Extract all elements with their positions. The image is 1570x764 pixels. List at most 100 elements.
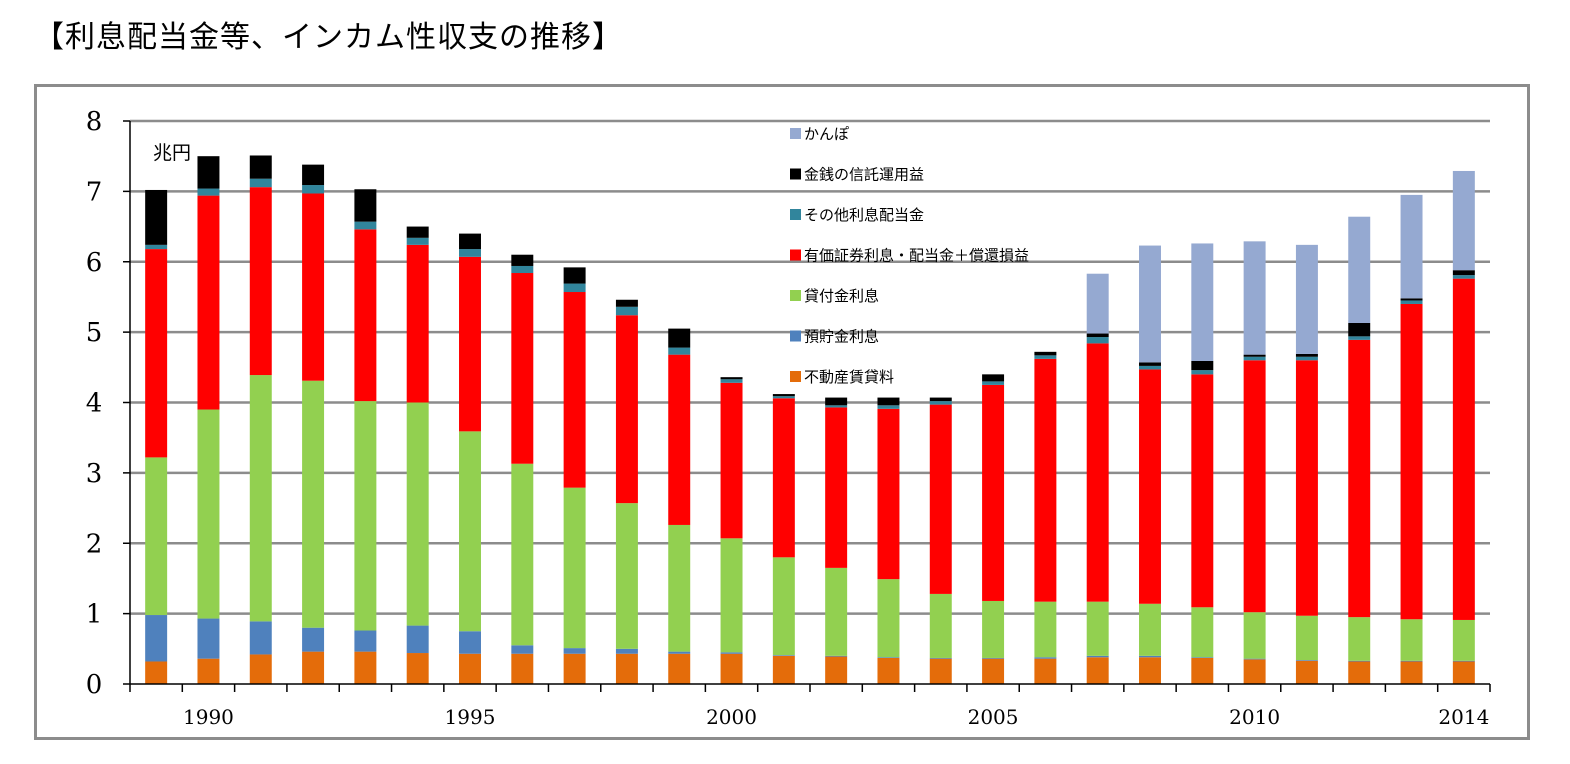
bar-segment xyxy=(406,237,429,245)
legend-label: その他利息配当金 xyxy=(804,206,924,224)
bar-segment xyxy=(1452,270,1475,276)
bar-segment xyxy=(1400,661,1423,684)
bar-segment xyxy=(982,381,1005,385)
bar-segment xyxy=(1243,360,1266,613)
bar-segment xyxy=(459,653,481,684)
legend-swatch xyxy=(790,371,801,382)
bar-segment xyxy=(459,249,481,257)
bar-segment xyxy=(1400,194,1423,299)
bar-segment xyxy=(1400,298,1423,301)
bar-segment xyxy=(1452,619,1475,661)
bar-segment xyxy=(511,653,534,684)
bar-segment xyxy=(929,401,952,405)
bar-segment xyxy=(877,579,900,658)
bar-segment xyxy=(1034,355,1057,359)
bar-segment xyxy=(354,229,377,402)
bar-segment xyxy=(145,661,168,684)
y-tick-label: 5 xyxy=(86,318,103,348)
bar-segment xyxy=(929,658,952,684)
bar-segment xyxy=(145,244,168,250)
bar-segment xyxy=(825,655,848,657)
bar-segment xyxy=(1139,245,1161,363)
bar-segment xyxy=(406,653,429,684)
bar-segment xyxy=(772,655,795,656)
bar-segment xyxy=(354,401,377,631)
bar-segment xyxy=(511,265,534,274)
bar-segment xyxy=(1243,659,1266,684)
y-tick-label: 0 xyxy=(86,670,103,700)
bar-segment xyxy=(1243,612,1266,659)
bar-segment xyxy=(406,226,429,238)
bar-segment xyxy=(668,347,691,355)
bar-segment xyxy=(825,656,848,684)
bar-segment xyxy=(772,396,795,399)
bar-segment xyxy=(720,652,743,654)
unit-label: 兆円 xyxy=(153,142,191,164)
bar-segment xyxy=(302,185,325,194)
bar-segment xyxy=(302,651,325,684)
bar-segment xyxy=(720,653,743,684)
bar-segment xyxy=(1086,333,1109,338)
legend-label: 貸付金利息 xyxy=(804,287,879,305)
bar-segment xyxy=(1086,655,1109,658)
y-tick-label: 6 xyxy=(86,248,103,278)
bar-segment xyxy=(145,249,168,458)
bar-segment xyxy=(1034,358,1057,602)
legend-layer: かんぽ金銭の信託運用益その他利息配当金有価証券利息・配当金＋償還損益貸付金利息預… xyxy=(790,125,1029,386)
bar-segment xyxy=(1139,657,1161,684)
y-tick-label: 8 xyxy=(86,107,103,137)
bar-segment xyxy=(1295,615,1318,661)
bar-segment xyxy=(1034,658,1057,684)
bar-segment xyxy=(1034,601,1057,658)
bar-segment xyxy=(563,283,586,293)
bar-segment xyxy=(511,463,534,646)
bar-segment xyxy=(825,397,848,406)
legend-swatch xyxy=(790,168,801,180)
bar-segment xyxy=(929,657,952,659)
x-tick-label: 2010 xyxy=(1229,705,1280,729)
x-tick-label: 2014 xyxy=(1438,705,1489,729)
x-tick-label: 1995 xyxy=(445,705,496,729)
bar-segment xyxy=(354,189,377,222)
bar-segment xyxy=(877,408,900,580)
bar-segment xyxy=(145,615,168,662)
y-tick-label: 4 xyxy=(86,389,103,419)
bar-segment xyxy=(615,306,638,316)
bar-segment xyxy=(982,657,1005,659)
bar-segment xyxy=(197,618,220,659)
bar-segment xyxy=(249,155,272,179)
bar-segment xyxy=(877,657,900,658)
bar-segment xyxy=(511,273,534,464)
legend-label: 預貯金利息 xyxy=(804,328,879,346)
bar-segment xyxy=(1086,657,1109,684)
bar-segment xyxy=(982,658,1005,684)
bar-segment xyxy=(1139,369,1161,604)
legend-label: 金銭の信託運用益 xyxy=(804,166,924,184)
bar-segment xyxy=(772,557,795,656)
bar-segment xyxy=(249,654,272,684)
bar-segment xyxy=(720,382,743,539)
bar-segment xyxy=(1086,273,1109,334)
bar-segment xyxy=(1295,360,1318,616)
chart-frame: 0 1 2 3 4 5 6 7 8 1990 1995 2000 2005 2010 2014 かんぽ 金銭の… xyxy=(34,84,1530,740)
bar-segment xyxy=(982,374,1005,382)
bar-segment xyxy=(877,405,900,409)
bar-segment xyxy=(563,648,586,654)
y-tick-label: 7 xyxy=(86,177,103,207)
bar-segment xyxy=(929,593,952,658)
bar-segment xyxy=(302,164,325,186)
bar-segment xyxy=(615,315,638,504)
bar-segment xyxy=(982,600,1005,658)
bar-segment xyxy=(825,405,848,408)
bar-segment xyxy=(406,244,429,403)
bar-segment xyxy=(1034,657,1057,659)
bar-segment xyxy=(1191,607,1214,658)
page-title: 【利息配当金等、インカム性収支の推移】 xyxy=(34,20,623,55)
bar-segment xyxy=(1191,243,1214,361)
bar-segment xyxy=(302,193,325,381)
bar-segment xyxy=(197,156,220,189)
bar-segment xyxy=(1139,365,1161,370)
y-tick-label: 3 xyxy=(86,459,103,489)
bar-segment xyxy=(615,503,638,649)
bar-segment xyxy=(1243,241,1266,355)
